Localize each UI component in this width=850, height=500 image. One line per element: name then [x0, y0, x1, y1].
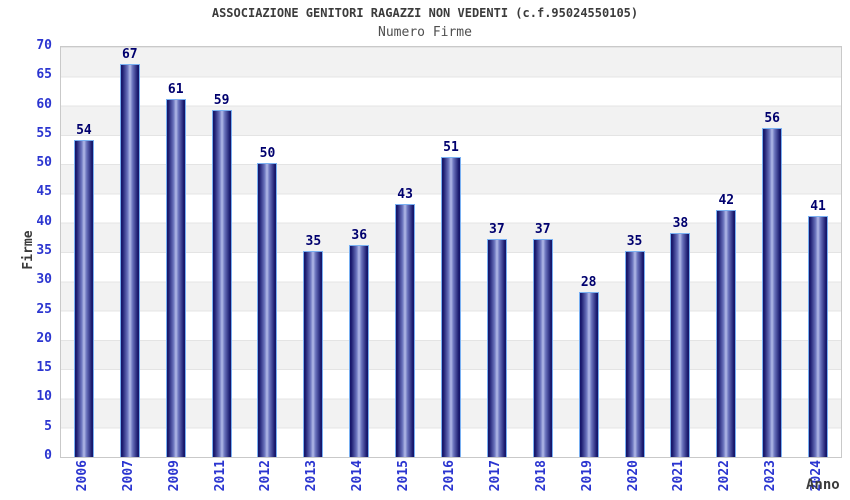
- bar-2022: [716, 210, 737, 457]
- x-tick-2013: 2013: [304, 460, 320, 492]
- bar-2024: [808, 215, 829, 457]
- bar-value-label-2013: 35: [305, 234, 322, 249]
- bar-value-label-2015: 43: [397, 187, 413, 203]
- x-tick-2018: 2018: [533, 460, 549, 492]
- bar-value-label-2023: 56: [764, 111, 780, 126]
- x-tick-2019: 2019: [579, 460, 595, 492]
- bar-2018: [532, 239, 553, 457]
- y-tick-55: 55: [36, 125, 52, 141]
- bar-2017: [486, 239, 507, 457]
- x-tick-2016: 2016: [442, 460, 457, 492]
- bar-value-label-2024: 41: [810, 198, 826, 214]
- bar-value-label-2014: 36: [351, 228, 368, 244]
- bar-value-label-2019: 28: [580, 275, 597, 290]
- x-tick-2009: 2009: [166, 460, 182, 492]
- y-tick-35: 35: [36, 243, 52, 258]
- x-tick-2015: 2015: [396, 460, 412, 492]
- x-tick-2017: 2017: [487, 460, 503, 492]
- x-tick-2023: 2023: [763, 460, 779, 492]
- bar-2012: [257, 163, 278, 457]
- bar-2016: [441, 157, 461, 457]
- x-tick-2007: 2007: [120, 460, 136, 492]
- bar-value-label-2011: 59: [213, 93, 230, 109]
- y-tick-25: 25: [36, 301, 52, 317]
- bar-2014: [349, 245, 370, 457]
- y-tick-50: 50: [36, 155, 52, 171]
- y-tick-30: 30: [36, 272, 52, 288]
- y-tick-45: 45: [36, 184, 52, 200]
- x-tick-2014: 2014: [350, 460, 366, 492]
- x-tick-2006: 2006: [74, 460, 90, 492]
- x-tick-2021: 2021: [671, 460, 687, 492]
- bar-2011: [211, 110, 232, 457]
- y-tick-60: 60: [36, 96, 52, 112]
- y-tick-20: 20: [36, 330, 52, 346]
- chart-subtitle: Numero Firme: [378, 25, 472, 40]
- bar-2007: [119, 63, 140, 457]
- bar-2013: [303, 251, 324, 457]
- bar-value-label-2022: 42: [718, 193, 735, 208]
- bar-value-label-2009: 61: [167, 81, 184, 97]
- x-tick-2022: 2022: [717, 460, 733, 492]
- x-tick-2020: 2020: [625, 460, 641, 492]
- y-tick-10: 10: [36, 389, 52, 405]
- y-tick-70: 70: [36, 38, 52, 53]
- x-tick-2011: 2011: [212, 460, 228, 492]
- y-tick-65: 65: [36, 67, 52, 83]
- y-tick-40: 40: [36, 213, 52, 229]
- x-axis-title: Anno: [806, 477, 840, 493]
- bar-2006: [73, 139, 94, 457]
- bar-2015: [395, 204, 416, 457]
- bar-value-label-2017: 37: [489, 222, 505, 238]
- y-tick-15: 15: [36, 360, 52, 376]
- bar-value-label-2020: 35: [626, 234, 643, 249]
- bar-2021: [670, 233, 691, 457]
- bar-2009: [165, 98, 186, 457]
- plot-area: 54 67 61 59 50 35 36 43 51 37 37 28 35 38 42 56 41: [60, 46, 842, 458]
- bar-2023: [762, 128, 783, 457]
- y-tick-5: 5: [44, 418, 52, 434]
- bar-value-label-2012: 50: [259, 146, 276, 162]
- bar-2019: [578, 292, 599, 457]
- x-tick-2012: 2012: [258, 460, 274, 492]
- bar-value-label-2018: 37: [534, 222, 551, 238]
- bar-value-label-2016: 51: [443, 140, 459, 156]
- bar-value-label-2006: 54: [76, 122, 92, 138]
- chart-title: ASSOCIAZIONE GENITORI RAGAZZI NON VEDENT…: [211, 6, 639, 20]
- y-tick-0: 0: [44, 448, 52, 463]
- bar-2020: [624, 251, 645, 457]
- bar-value-label-2021: 38: [672, 216, 689, 232]
- bar-value-label-2007: 67: [121, 46, 138, 62]
